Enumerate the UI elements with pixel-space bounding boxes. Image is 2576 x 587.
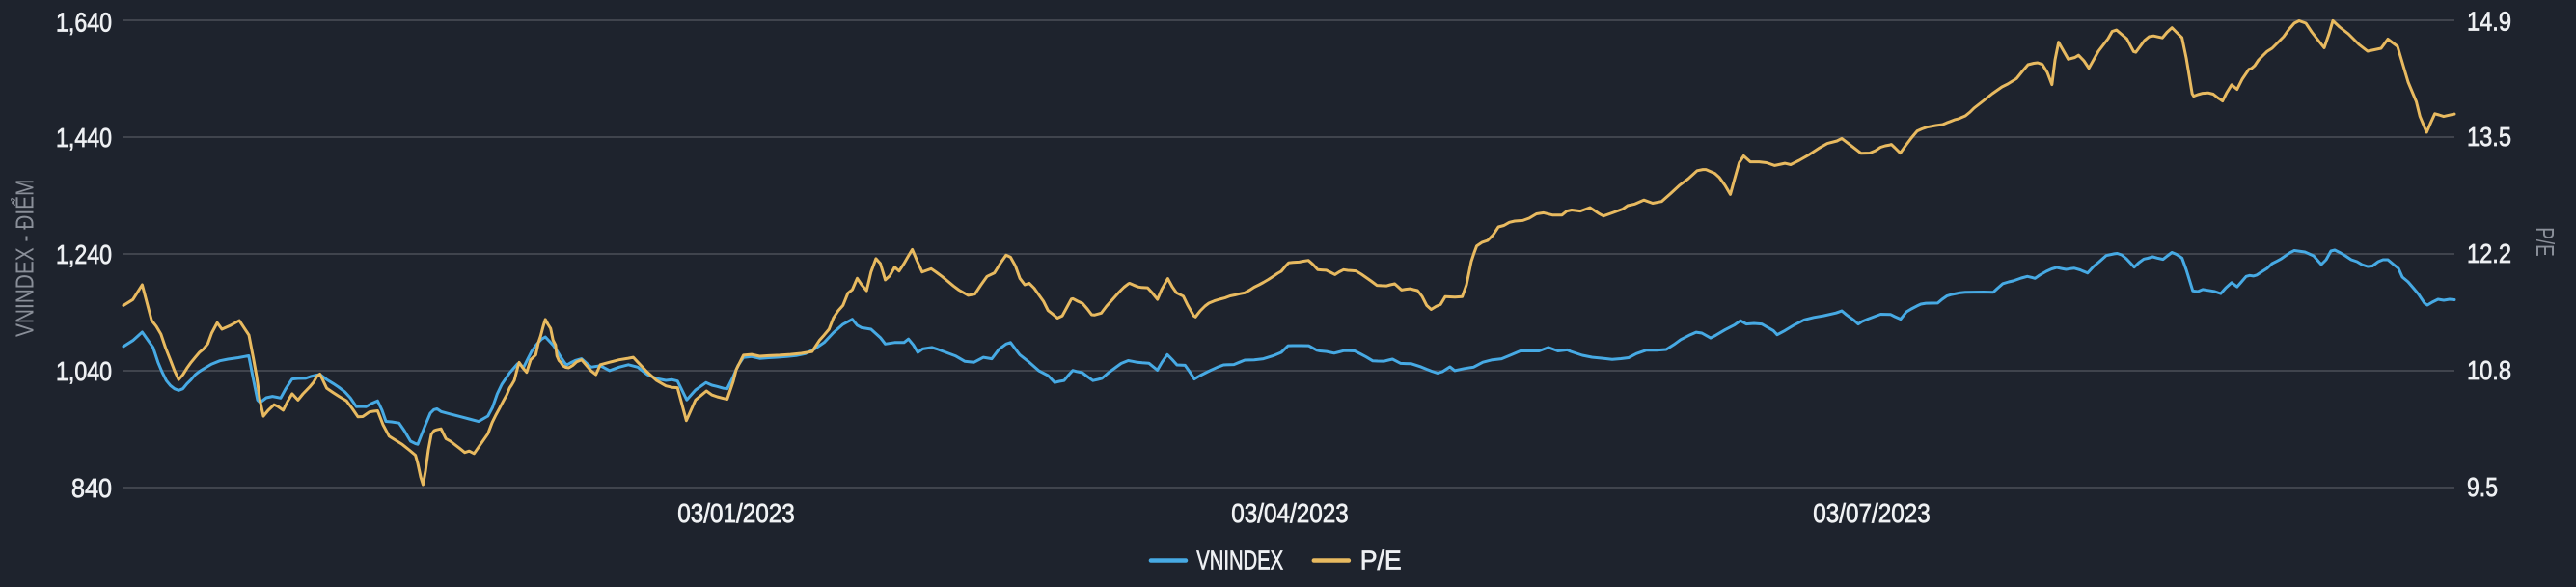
svg-text:VNINDEX: VNINDEX (1196, 545, 1283, 575)
svg-text:14.9: 14.9 (2467, 7, 2511, 37)
svg-text:1,040: 1,040 (56, 356, 112, 386)
svg-text:9.5: 9.5 (2467, 472, 2498, 502)
svg-text:03/01/2023: 03/01/2023 (677, 498, 795, 528)
svg-text:P/E: P/E (2531, 227, 2558, 257)
svg-text:P/E: P/E (1360, 545, 1402, 575)
svg-text:1,640: 1,640 (56, 8, 112, 38)
svg-text:1,240: 1,240 (56, 239, 112, 269)
svg-text:03/07/2023: 03/07/2023 (1813, 498, 1931, 528)
svg-text:12.2: 12.2 (2467, 238, 2511, 268)
svg-text:1,440: 1,440 (56, 123, 112, 153)
svg-text:03/04/2023: 03/04/2023 (1231, 498, 1349, 528)
svg-text:13.5: 13.5 (2467, 122, 2511, 152)
svg-text:VNINDEX - ĐIỂM: VNINDEX - ĐIỂM (12, 180, 40, 338)
svg-text:10.8: 10.8 (2467, 355, 2511, 385)
svg-text:840: 840 (71, 473, 112, 503)
